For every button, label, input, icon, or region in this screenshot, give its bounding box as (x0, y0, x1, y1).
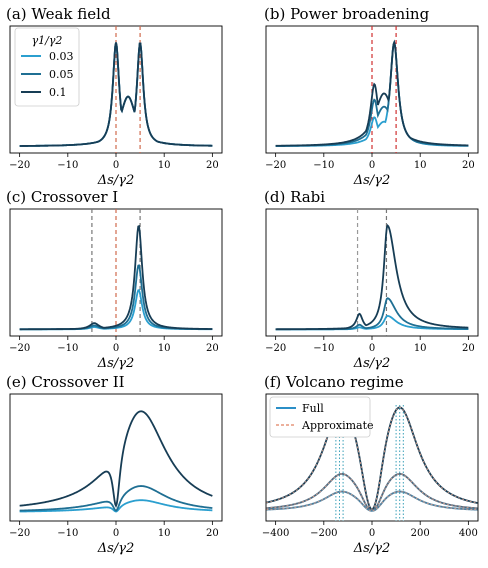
x-tick-label: 20 (462, 160, 475, 171)
series-line (19, 485, 213, 512)
x-tick-label: 200 (411, 528, 430, 539)
x-axis-label: Δs/γ2 (97, 356, 134, 371)
panel-1: (a) Weak field −20 −10 0 10 20 Δs/γ2 γ1/γ2 0.03 0… (6, 5, 223, 188)
x-tick-label: −10 (313, 343, 334, 354)
legend-entry: 0.05 (49, 68, 74, 81)
x-tick-label: −20 (9, 160, 30, 171)
x-tick-label: −200 (310, 528, 337, 539)
x-axis-label: Δs/γ2 (97, 173, 134, 188)
legend-box (14, 27, 80, 107)
x-tick-label: −20 (265, 343, 286, 354)
legend-entry: 0.03 (49, 50, 74, 63)
x-tick-label: −20 (9, 528, 30, 539)
x-tick-label: 400 (459, 528, 478, 539)
panel-6: (f) Volcano regime −400 −200 0 200 400 Δs/γ2 Fu… (262, 373, 479, 556)
x-tick-label: −20 (265, 160, 286, 171)
x-tick-label: 0 (369, 160, 375, 171)
panel-title: (f) Volcano regime (264, 373, 404, 391)
series-line (266, 490, 478, 512)
series-line (266, 472, 478, 512)
panel-4: (d) Rabi −20 −10 0 10 20 Δs/γ2 (264, 188, 479, 371)
x-tick-label: −10 (57, 343, 78, 354)
legend-title: γ1/γ2 (32, 34, 63, 47)
legend-entry: Approximate (301, 419, 374, 432)
plot-frame (265, 208, 479, 337)
series-line-approx (266, 473, 478, 511)
x-tick-label: 0 (113, 343, 119, 354)
panel-3: (c) Crossover I −20 −10 0 10 20 Δs/γ2 (6, 188, 223, 371)
panel-title: (c) Crossover I (6, 188, 118, 206)
legend-entry: Full (302, 402, 324, 415)
panel-title: (e) Crossover II (6, 373, 125, 391)
x-tick-label: −20 (9, 343, 30, 354)
series-line-approx (266, 407, 478, 510)
x-tick-label: 10 (158, 343, 171, 354)
panel-2: (b) Power broadening −20 −10 0 10 20 Δs/γ2 (264, 5, 479, 188)
x-axis-label: Δs/γ2 (97, 541, 134, 556)
x-tick-label: −10 (57, 160, 78, 171)
series-line (19, 42, 213, 147)
x-axis-label: Δs/γ2 (353, 173, 390, 188)
panel-title: (a) Weak field (6, 5, 111, 23)
panel-title: (b) Power broadening (264, 5, 430, 23)
x-axis-label: Δs/γ2 (353, 356, 390, 371)
series-line (19, 410, 213, 508)
x-tick-label: −10 (57, 528, 78, 539)
x-tick-label: 0 (369, 343, 375, 354)
series-line (19, 224, 213, 331)
panel-title: (d) Rabi (264, 188, 325, 206)
x-axis-label: Δs/γ2 (353, 541, 390, 556)
panel-5: (e) Crossover II −20 −10 0 10 20 Δs/γ2 (6, 373, 223, 556)
x-tick-label: 0 (369, 528, 375, 539)
x-tick-label: 20 (462, 343, 475, 354)
x-tick-label: 20 (206, 343, 219, 354)
x-tick-label: 20 (206, 528, 219, 539)
x-tick-label: 0 (113, 160, 119, 171)
x-tick-label: 0 (113, 528, 119, 539)
x-tick-label: 10 (158, 160, 171, 171)
x-tick-label: 10 (414, 343, 427, 354)
x-tick-label: −10 (313, 160, 334, 171)
x-tick-label: 10 (414, 160, 427, 171)
x-tick-label: −400 (262, 528, 289, 539)
legend-entry: 0.1 (49, 86, 67, 99)
x-tick-label: 10 (158, 528, 171, 539)
series-line (275, 224, 469, 331)
series-line (275, 39, 469, 147)
x-tick-label: 20 (206, 160, 219, 171)
